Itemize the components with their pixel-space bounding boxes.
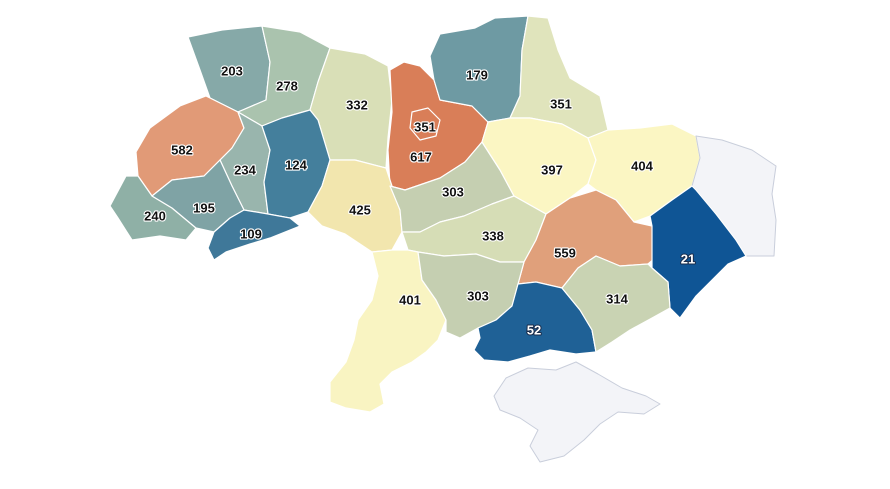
label-sumy: 351 — [550, 97, 572, 112]
region-donetsk[interactable] — [649, 185, 747, 319]
label-chernivtsi: 109 — [240, 227, 262, 242]
label-dnipro: 559 — [554, 246, 576, 261]
label-odesa: 401 — [399, 293, 421, 308]
label-chernihiv: 179 — [466, 68, 488, 83]
region-zakarpattia[interactable] — [109, 175, 197, 241]
label-rivne: 278 — [276, 79, 298, 94]
label-ivano-frankivsk: 195 — [193, 201, 215, 216]
label-zakarpattia: 240 — [144, 209, 166, 224]
label-vinnytsia: 425 — [349, 203, 371, 218]
label-kherson: 52 — [527, 323, 541, 338]
label-kyiv-city: 617 — [410, 150, 432, 165]
region-kyiv-city[interactable] — [409, 107, 441, 141]
label-donetsk: 21 — [681, 252, 695, 267]
label-kyiv-oblast: 351 — [414, 120, 436, 135]
label-poltava: 397 — [541, 163, 563, 178]
label-ternopil: 234 — [234, 163, 256, 178]
label-zaporizhzhia: 314 — [606, 292, 628, 307]
label-lviv: 582 — [171, 143, 193, 158]
label-khmelnytskyi: 124 — [285, 158, 307, 173]
label-zhytomyr: 332 — [346, 98, 368, 113]
label-cherkasy: 303 — [442, 185, 464, 200]
region-chernivtsi[interactable] — [207, 209, 301, 261]
value-labels: 203 278 332 351 617 179 351 582 234 124 … — [143, 62, 696, 338]
label-volyn: 203 — [221, 64, 243, 79]
region-crimea[interactable] — [493, 361, 661, 463]
label-kirovohrad: 338 — [482, 229, 504, 244]
label-kharkiv: 404 — [631, 159, 653, 174]
region-zaporizhzhia[interactable] — [561, 255, 671, 353]
label-mykolaiv: 303 — [467, 289, 489, 304]
